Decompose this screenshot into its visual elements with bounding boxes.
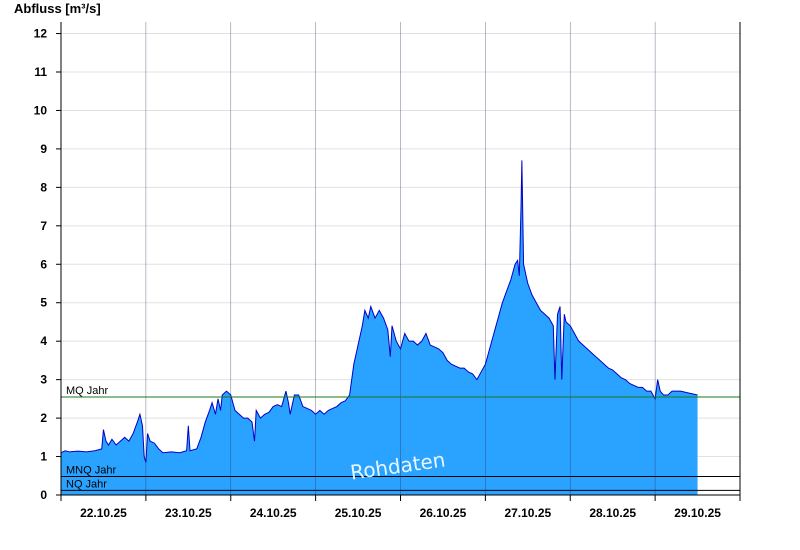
x-tick-label-6: 28.10.25	[589, 506, 636, 520]
x-tick-label-4: 26.10.25	[420, 506, 467, 520]
y-tick-label-2: 2	[40, 411, 47, 425]
refline-label-1: MNQ Jahr	[66, 465, 116, 477]
x-ticks: 22.10.25 23.10.25 24.10.25 25.10.25 26.10.25…	[60, 495, 741, 520]
x-tick-label-5: 27.10.25	[504, 506, 551, 520]
x-tick-label-3: 25.10.25	[335, 506, 382, 520]
x-tick-label-0: 22.10.25	[80, 506, 127, 520]
y-tick-label-9: 9	[40, 142, 47, 156]
discharge-series	[60, 160, 698, 495]
discharge-line	[60, 160, 698, 463]
y-axis-label: Abfluss [m³/s]	[14, 1, 101, 16]
y-tick-label-10: 10	[34, 103, 48, 117]
y-tick-label-4: 4	[40, 334, 47, 348]
x-tick-label-7: 29.10.25	[674, 506, 721, 520]
y-tick-label-1: 1	[40, 450, 47, 464]
y-tick-label-5: 5	[40, 296, 47, 310]
y-tick-label-12: 12	[34, 27, 48, 41]
x-tick-label-2: 24.10.25	[250, 506, 297, 520]
x-tick-label-1: 23.10.25	[165, 506, 212, 520]
y-tick-label-11: 11	[34, 65, 47, 79]
y-tick-label-0: 0	[40, 488, 47, 502]
y-tick-label-6: 6	[40, 257, 47, 271]
y-tick-label-3: 3	[40, 373, 47, 387]
y-tick-label-7: 7	[40, 219, 47, 233]
refline-label-2: NQ Jahr	[66, 478, 107, 490]
discharge-area	[61, 160, 698, 495]
y-tick-label-8: 8	[40, 180, 47, 194]
refline-label-0: MQ Jahr	[66, 385, 109, 397]
